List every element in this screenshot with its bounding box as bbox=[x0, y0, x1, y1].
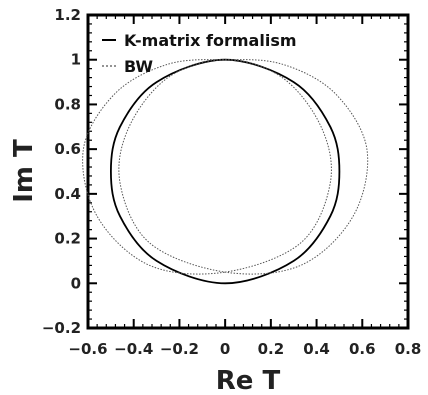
x-tick-label: −0.4 bbox=[114, 340, 153, 358]
series-layer bbox=[82, 58, 369, 285]
y-tick-label: 1.2 bbox=[54, 6, 81, 24]
x-tick-label: −0.2 bbox=[160, 340, 199, 358]
x-tick-label: 0.4 bbox=[303, 340, 330, 358]
x-axis-label: Re T bbox=[216, 366, 281, 395]
y-axis-label: Im T bbox=[9, 139, 39, 203]
plot-frame bbox=[86, 13, 410, 330]
y-tick-label: 0.8 bbox=[54, 95, 81, 113]
legend-label-bw: BW bbox=[124, 57, 153, 76]
y-tick-group: −0.2 0 0.2 0.4 0.6 0.8 1 1.2 bbox=[42, 6, 408, 337]
x-tick-label: −0.6 bbox=[68, 340, 107, 358]
series-k-matrix-curve bbox=[109, 58, 341, 285]
legend-label-k-matrix: K-matrix formalism bbox=[124, 31, 297, 50]
y-tick-label: 1 bbox=[71, 51, 81, 69]
y-tick-label: 0.4 bbox=[54, 185, 81, 203]
y-tick-label: 0.6 bbox=[54, 140, 81, 158]
x-tick-label: 0.6 bbox=[349, 340, 376, 358]
x-tick-label: 0.8 bbox=[395, 340, 422, 358]
y-tick-label: −0.2 bbox=[42, 319, 81, 337]
x-tick-group: −0.6 −0.4 −0.2 0 0.2 0.4 0.6 0.8 bbox=[68, 15, 421, 358]
y-tick-label: 0 bbox=[71, 274, 81, 292]
x-tick-label: 0 bbox=[220, 340, 230, 358]
y-tick-label: 0.2 bbox=[54, 230, 81, 248]
legend: K-matrix formalism BW bbox=[102, 31, 297, 76]
series-bw-curve bbox=[82, 59, 369, 275]
x-tick-label: 0.2 bbox=[258, 340, 285, 358]
